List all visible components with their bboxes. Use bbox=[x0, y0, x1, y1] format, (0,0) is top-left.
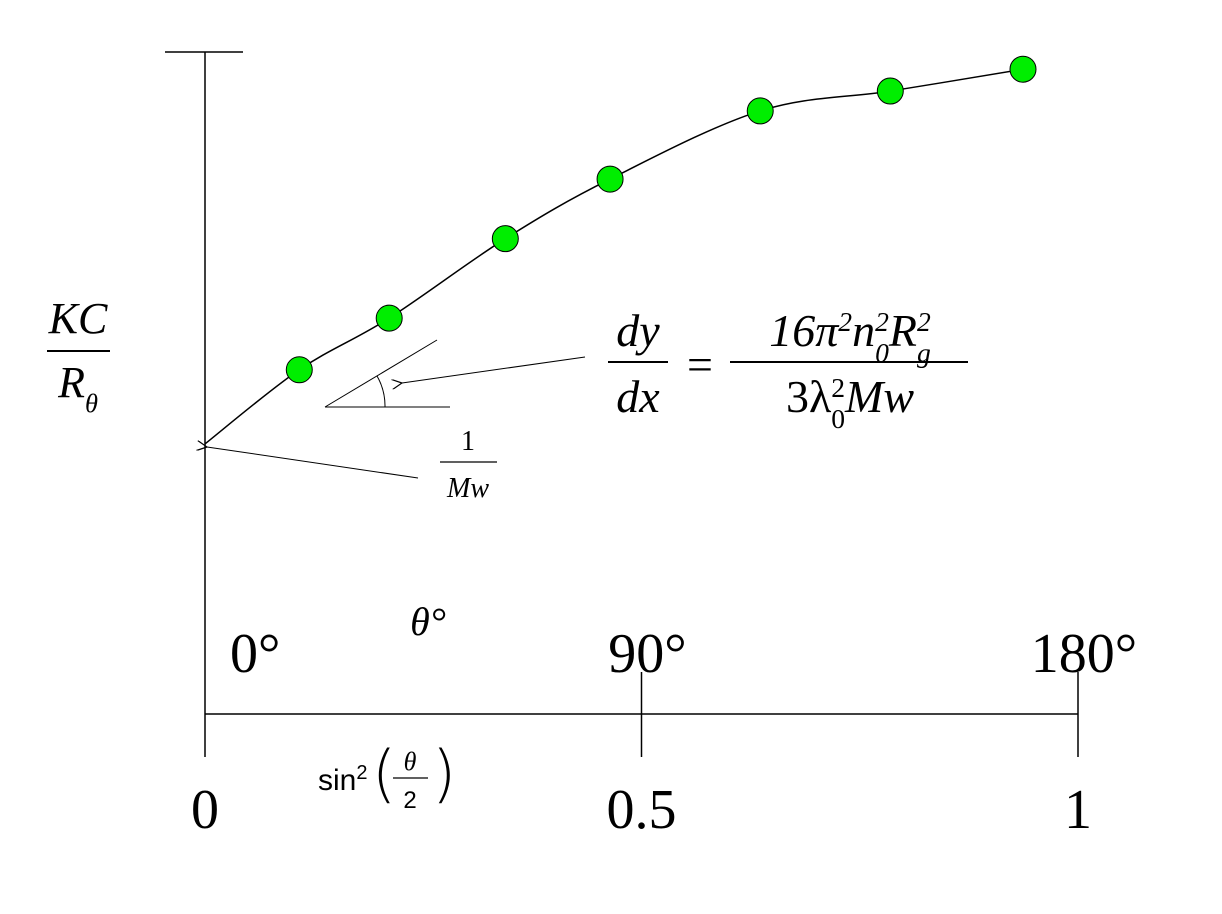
x-axis-label-part: 2 bbox=[403, 787, 416, 814]
equation-rhs-part: 2 bbox=[838, 306, 852, 337]
equation-rhs-part: Mw bbox=[844, 371, 914, 422]
equation-rhs-part: 0 bbox=[875, 337, 889, 368]
slope-arrow bbox=[402, 356, 586, 383]
equation-rhs-part: 3λ bbox=[786, 371, 832, 422]
angle-arc bbox=[376, 375, 386, 408]
y-label-denominator: Rθ bbox=[57, 358, 98, 418]
data-point bbox=[285, 356, 313, 384]
equation-rhs-part: 2 bbox=[917, 306, 931, 337]
intercept-arrow bbox=[207, 447, 419, 479]
equation-sign: = bbox=[687, 339, 713, 390]
x2-axis-label: θ° bbox=[410, 599, 446, 644]
x-tick-label: 0 bbox=[191, 779, 219, 841]
equation-rhs-part: n bbox=[852, 305, 875, 356]
equation-rhs-part: 2 bbox=[831, 372, 845, 403]
data-point bbox=[876, 77, 904, 105]
paren: ( bbox=[372, 737, 396, 810]
equation-lhs: dx bbox=[616, 371, 660, 422]
x-axis-label-part: sin bbox=[318, 764, 356, 797]
y-label-denominator-part: R bbox=[57, 358, 85, 407]
equation-rhs-part: 16π bbox=[769, 305, 840, 356]
data-point bbox=[491, 225, 519, 253]
x-axis-label-part: θ bbox=[404, 747, 417, 776]
equation-rhs-part: 2 bbox=[875, 306, 889, 337]
data-point bbox=[1009, 55, 1037, 83]
equation-rhs: 3λ02Mw bbox=[786, 371, 914, 434]
x-axis-label: sin2 bbox=[318, 762, 367, 797]
x2-tick-label: 90° bbox=[608, 623, 686, 685]
x2-tick-label: 180° bbox=[1031, 623, 1137, 685]
data-point bbox=[746, 97, 774, 125]
x-axis-label-part: 2 bbox=[356, 762, 367, 784]
equation-rhs: 16π2n02Rg2 bbox=[769, 305, 931, 368]
y-label-denominator-part: θ bbox=[85, 388, 98, 418]
data-point bbox=[596, 165, 624, 193]
y-label-numerator: KC bbox=[48, 294, 108, 343]
equation-rhs-part: g bbox=[917, 337, 931, 368]
intercept-label: Mw bbox=[446, 473, 489, 504]
x-tick-label: 0.5 bbox=[607, 779, 677, 841]
x2-tick-label: 0° bbox=[230, 623, 280, 685]
slope-line bbox=[324, 339, 438, 408]
intercept-label: 1 bbox=[461, 426, 475, 457]
equation-rhs-part: 0 bbox=[831, 403, 845, 434]
equation-lhs: dy bbox=[616, 305, 660, 356]
data-point bbox=[375, 304, 403, 332]
paren: ) bbox=[432, 737, 456, 810]
equation-rhs-part: R bbox=[888, 305, 917, 356]
x-tick-label: 1 bbox=[1064, 779, 1092, 841]
